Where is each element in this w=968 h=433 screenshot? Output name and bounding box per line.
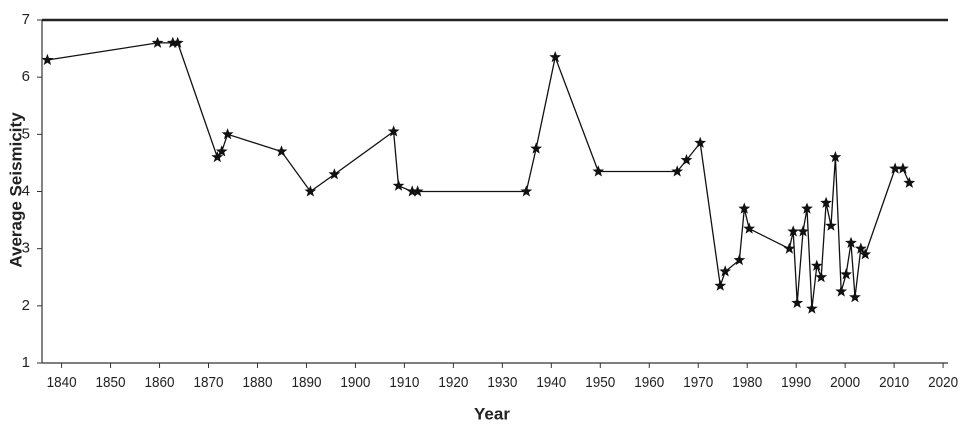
star-marker (889, 162, 901, 174)
x-tick-label: 1860 (145, 374, 175, 391)
star-marker (411, 185, 424, 197)
x-tick-label: 1980 (732, 374, 762, 391)
star-marker (694, 136, 707, 148)
star-marker (791, 296, 804, 308)
data-line (47, 42, 910, 309)
y-tick-label: 6 (22, 68, 30, 85)
x-tick-label: 1950 (585, 374, 615, 391)
star-marker (171, 36, 184, 48)
x-tick-label: 1930 (487, 374, 517, 391)
star-marker (835, 285, 848, 297)
y-tick-label: 4 (22, 182, 30, 199)
x-tick-label: 1960 (634, 374, 664, 391)
star-marker (530, 142, 542, 154)
star-marker (680, 153, 693, 166)
x-tick-label: 1890 (291, 374, 321, 391)
x-tick-label: 1990 (781, 374, 811, 391)
x-tick-label: 2020 (928, 374, 958, 391)
star-marker (801, 202, 813, 214)
star-marker (387, 125, 400, 137)
x-tick-label: 2000 (830, 374, 860, 391)
star-marker (406, 185, 419, 197)
star-marker (810, 259, 823, 271)
star-marker (549, 51, 562, 63)
star-marker (275, 145, 288, 157)
y-axis-title: Average Seismicity (6, 112, 25, 268)
star-marker (738, 202, 751, 214)
star-marker (719, 265, 732, 277)
star-marker (897, 162, 909, 174)
star-marker (211, 151, 224, 163)
star-marker (592, 165, 605, 177)
star-marker (815, 271, 828, 283)
star-marker (829, 151, 842, 163)
star-marker (840, 268, 852, 280)
x-tick-label: 1850 (96, 374, 126, 391)
star-marker (797, 225, 809, 237)
star-marker (304, 185, 317, 197)
star-marker (845, 236, 857, 248)
x-tick-label: 1940 (536, 374, 566, 391)
star-marker (520, 185, 533, 197)
star-marker (743, 222, 756, 234)
star-marker (733, 253, 746, 266)
x-tick-label: 1880 (242, 374, 272, 391)
x-axis-title: Year (474, 404, 510, 423)
star-marker (166, 36, 179, 48)
star-marker (671, 165, 684, 177)
x-tick-label: 1910 (389, 374, 419, 391)
x-tick-label: 1840 (47, 374, 77, 391)
star-marker (221, 128, 234, 140)
y-tick-label: 5 (22, 125, 30, 142)
x-tick-label: 1970 (683, 374, 713, 391)
star-marker (41, 53, 54, 65)
y-tick-label: 7 (22, 11, 30, 28)
star-marker (820, 196, 832, 208)
x-tick-label: 2010 (879, 374, 909, 391)
star-marker (392, 179, 405, 191)
star-marker (215, 145, 228, 157)
star-marker (825, 219, 837, 231)
star-marker (903, 176, 916, 188)
y-tick-label: 2 (22, 297, 30, 314)
x-tick-label: 1870 (194, 374, 224, 391)
x-tick-label: 1920 (438, 374, 468, 391)
star-marker (787, 225, 800, 237)
star-marker (714, 279, 727, 291)
x-tick-label: 1900 (340, 374, 370, 391)
star-marker (854, 242, 867, 254)
star-marker (783, 242, 796, 254)
y-tick-label: 1 (22, 354, 30, 371)
star-marker (328, 168, 341, 180)
star-marker (849, 291, 861, 303)
star-marker (151, 36, 164, 48)
star-marker (806, 302, 818, 314)
y-tick-label: 3 (22, 240, 30, 257)
star-marker (859, 248, 872, 260)
